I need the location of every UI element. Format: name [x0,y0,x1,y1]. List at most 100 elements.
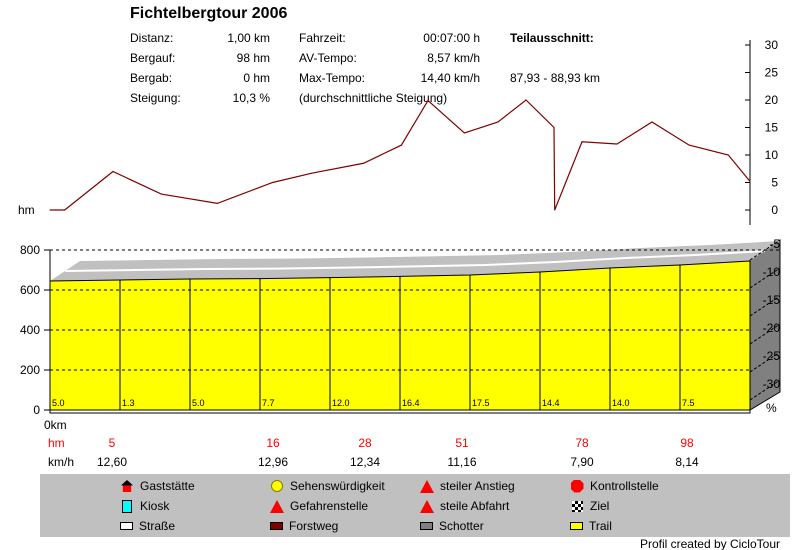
percent-grid [749,295,781,317]
percent-grid [749,323,781,345]
gradient-point [651,121,653,123]
kmh-row-label: km/h [48,455,75,469]
x-axis [49,409,751,414]
gradient-tick-label: 0 [771,203,778,217]
legend-item-schotter: Schotter [420,519,484,533]
gradient-point [272,182,274,183]
segment-gradient-label: 14.0 [612,398,630,408]
percent-axis-label: % [766,401,777,415]
gradient-point [553,127,555,128]
speed-value: 12,96 [257,455,289,469]
legend-label: Kontrollstelle [590,479,659,493]
gradient-point [216,202,218,204]
elevation-tick-label: 0 [33,403,40,417]
legend-label: Sehenswürdigkeit [290,479,385,493]
speed-value: 11,16 [447,455,477,469]
percent-grid [749,239,781,261]
climb-value: 98 [680,436,694,450]
speed-value: 12,60 [96,455,128,469]
legend-label: Gaststätte [140,479,195,493]
segment-gradient-label: 17.5 [472,398,490,408]
swatch-icon [420,522,433,530]
segment-gradient-label: 5.0 [192,398,205,408]
climb-value: 5 [108,436,116,450]
elevation-tick-label: 400 [20,323,40,337]
stat-label: AV-Tempo: [299,51,357,65]
kiosk-icon [120,499,134,513]
gradient-tick-label: 15 [765,121,779,135]
gradient-point [112,171,114,172]
gradient-line [50,99,751,211]
climb-value: 28 [358,436,372,450]
elevation-tick-label: 800 [20,243,40,257]
legend-item-sehensw-rdigkeit: Sehenswürdigkeit [270,479,385,493]
x-axis-start-label: 0km [44,418,67,432]
gradient-tick-label: 10 [765,148,779,162]
stat-label: Distanz: [130,31,174,45]
stat-value: 98 hm [236,51,270,65]
legend-item-steiler-anstieg: steiler Anstieg [420,479,515,493]
legend-label: Kiosk [140,499,170,513]
gradient-point [749,180,751,182]
percent-tick-label: -10 [763,265,781,279]
speed-value: 8,14 [675,455,699,469]
stat-value: 8,57 km/h [427,51,480,65]
legend: Gaststätte Sehenswürdigkeit steiler Anstie… [40,474,790,537]
segment-gradient-label: 7.5 [682,398,695,408]
stop-sign-icon [570,479,584,493]
stat-extra: Teilausschnitt: [510,31,594,45]
percent-tick-label: -30 [763,377,781,391]
gradient-point [64,209,66,211]
gradient-tick-label: 20 [765,93,779,107]
stat-value: 1,00 km [227,31,270,45]
swatch-icon [120,522,133,530]
legend-label: Forstweg [289,519,339,533]
gradient-point [160,193,162,195]
legend-label: Gefahrenstelle [290,499,369,513]
footer-credit: Profil created by CicloTour [639,537,780,550]
smiley-icon [270,480,284,492]
hm-row-label: hm [48,436,65,450]
percent-tick-label: -15 [763,293,781,307]
gradient-point [463,132,465,134]
steep-descent-icon [420,499,434,513]
elevation-tick-label: 200 [20,363,40,377]
page-title: Fichtelbergtour 2006 [130,5,288,22]
legend-item-gefahrenstelle: Gefahrenstelle [270,499,368,513]
climb-value: 51 [455,436,469,450]
legend-item-forstweg: Forstweg [270,519,338,533]
climb-value: 16 [266,436,280,450]
percent-grid [749,351,781,373]
stat-value: 00:07:00 h [423,31,480,45]
swatch-icon [270,522,283,530]
gradient-point [554,209,556,211]
stat-value: 14,40 km/h [420,71,480,85]
gradient-tick-label: 5 [771,176,778,190]
band-divider [64,250,766,272]
legend-label: Schotter [439,519,484,533]
speed-value: 12,34 [349,455,381,469]
gradient-point [497,121,499,123]
legend-label: steiler Anstieg [440,479,515,493]
speed-value: 7,90 [570,455,594,469]
stat-label: Bergab: [130,71,173,85]
hm-axis-label: hm [18,203,35,217]
gradient-tick-label: 25 [765,66,779,80]
legend-label: Straße [139,519,176,533]
surface-band [50,241,780,281]
stat-label: Steigung: [130,91,181,105]
warning-icon [270,499,284,513]
gradient-point [616,143,618,145]
segment-gradient-label: 5.0 [52,398,65,408]
percent-grid [749,267,781,289]
segment-gradient-label: 12.0 [332,398,350,408]
percent-tick-label: -5 [769,237,780,251]
legend-item-steile-abfahrt: steile Abfahrt [420,499,509,513]
segment-gradient-label: 7.7 [262,398,275,408]
legend-item-ziel: Ziel [570,499,609,513]
legend-label: steile Abfahrt [440,499,510,513]
stat-label: Fahrzeit: [299,31,346,45]
finish-flag-icon [570,500,584,512]
segment-gradient-label: 16.4 [402,398,420,408]
legend-item-stra-e: Straße [120,519,175,533]
